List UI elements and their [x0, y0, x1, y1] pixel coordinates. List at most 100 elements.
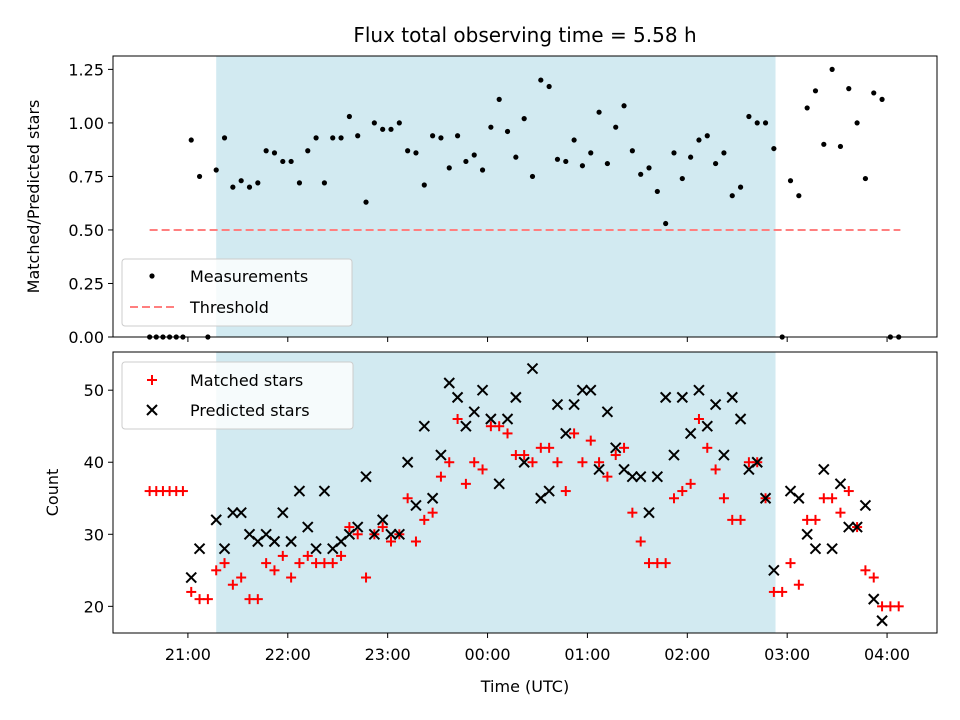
measurement-point [804, 105, 810, 111]
y-tick-label: 30 [84, 525, 104, 544]
predicted-point [751, 456, 763, 468]
measurement-point [463, 158, 469, 165]
predicted-point [218, 542, 231, 555]
predicted-point [568, 398, 580, 411]
matched-point [186, 586, 197, 597]
predicted-point [493, 478, 505, 490]
predicted-point [726, 391, 738, 404]
measurement-point [879, 96, 885, 102]
predicted-point [610, 442, 622, 454]
x-axis-label: Time (UTC) [480, 677, 569, 696]
matched-point [361, 572, 372, 583]
predicted-point [277, 506, 289, 519]
measurement-point [188, 137, 194, 143]
measurement-point [471, 152, 477, 158]
measurement-point [296, 180, 303, 186]
measurement-point [396, 120, 402, 126]
matched-point [585, 435, 596, 446]
matched-point [402, 493, 413, 504]
measurement-point [454, 133, 461, 139]
x-tick-label: 22:00 [265, 645, 311, 664]
measurement-point [646, 165, 652, 171]
measurement-point [280, 158, 286, 165]
matched-point [718, 493, 729, 504]
matched-point [552, 457, 563, 468]
measurement-point [479, 167, 486, 173]
matched-point [502, 428, 513, 439]
predicted-point [476, 384, 489, 396]
matched-point [219, 558, 230, 569]
matched-point [286, 572, 297, 583]
predicted-point [318, 485, 331, 497]
predicted-point [560, 427, 572, 440]
measurement-point [737, 184, 744, 190]
matched-point [660, 558, 671, 569]
measurement-point [305, 148, 311, 154]
measurement-point [596, 109, 602, 115]
legend-label: Predicted stars [190, 401, 310, 420]
matched-point [435, 471, 446, 482]
predicted-points [185, 362, 888, 627]
measurement-point [430, 133, 436, 139]
predicted-point [551, 398, 564, 411]
measurement-point [854, 120, 860, 126]
matched-point [177, 486, 188, 497]
matched-point [452, 414, 463, 425]
measurement-point [380, 126, 386, 132]
measurement-point [771, 145, 777, 152]
measurement-point [837, 143, 844, 150]
measurement-point [746, 113, 752, 120]
legend-bottom: Matched stars Predicted stars [121, 361, 354, 430]
matched-point [710, 464, 721, 475]
measurement-point [446, 165, 452, 171]
predicted-point [843, 521, 855, 533]
measurement-point [529, 173, 536, 180]
matched-point [419, 514, 430, 525]
predicted-point [576, 384, 589, 396]
matched-point [211, 565, 222, 576]
matched-point [261, 558, 272, 569]
measurement-point [405, 148, 411, 154]
predicted-point [360, 470, 372, 483]
chart-title: Flux total observing time = 5.58 h [353, 23, 696, 47]
measurement-point [230, 184, 236, 190]
y-tick-label: 0.50 [68, 221, 104, 240]
predicted-point [593, 463, 605, 476]
predicted-point [684, 427, 697, 440]
matched-point [560, 486, 571, 497]
matched-point [610, 450, 621, 461]
matched-point [677, 486, 688, 497]
y-tick-label: 50 [84, 381, 104, 400]
predicted-point [668, 449, 680, 461]
predicted-point [468, 406, 480, 418]
predicted-point [443, 377, 455, 389]
y-tick-label: 0.00 [68, 328, 104, 347]
measurement-point [721, 150, 727, 156]
y-tick-label: 40 [84, 453, 104, 472]
predicted-point [302, 521, 314, 533]
y-axis-label-top: Matched/Predicted stars [24, 100, 43, 294]
measurement-point [213, 167, 219, 173]
matched-point [602, 471, 613, 482]
matched-point [735, 514, 746, 525]
measurement-point [438, 135, 444, 141]
predicted-point [368, 528, 381, 540]
predicted-point [626, 470, 639, 483]
measurement-point [388, 126, 394, 132]
predicted-point [526, 362, 539, 375]
measurement-point [629, 148, 635, 154]
measurement-point [654, 188, 660, 195]
matched-point [627, 507, 638, 518]
measurement-point [255, 180, 261, 186]
legend-label: Measurements [190, 267, 308, 286]
predicted-point [693, 384, 705, 396]
predicted-point [451, 391, 464, 404]
measurement-point [321, 180, 328, 186]
matched-point [693, 414, 704, 425]
predicted-point [235, 506, 247, 519]
y-tick-label: 0.75 [68, 167, 104, 186]
predicted-point [268, 535, 281, 548]
predicted-point [701, 420, 713, 432]
matched-point [835, 507, 846, 518]
predicted-point [585, 384, 597, 396]
